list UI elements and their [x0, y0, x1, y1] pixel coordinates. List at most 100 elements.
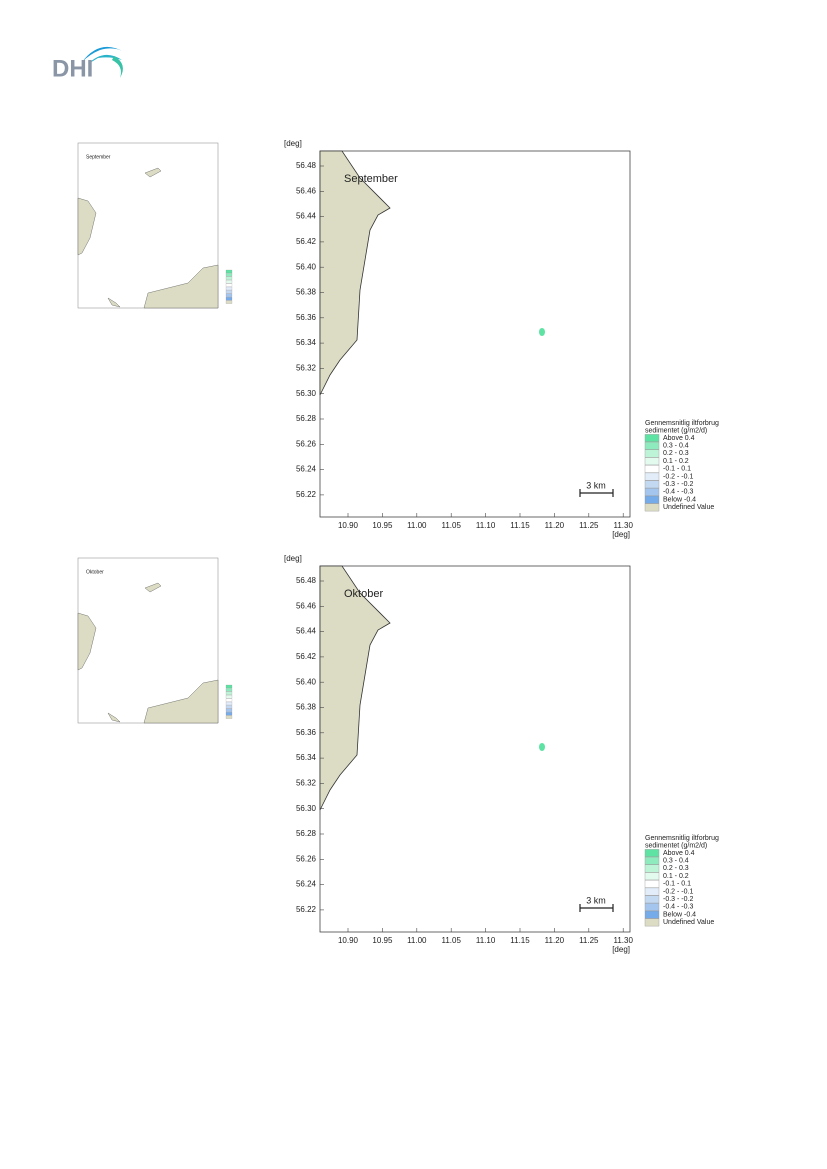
thumb-label: Oktober	[86, 569, 104, 575]
legend-title: sedimentet (g/m2/d)	[645, 427, 707, 434]
y-tick-label: 56.26	[296, 854, 317, 863]
thumb-legend-swatch	[225, 712, 233, 716]
legend-label: -0.4 - -0.3	[663, 489, 693, 496]
legend-swatch	[644, 472, 660, 481]
y-tick-label: 56.34	[296, 753, 317, 762]
y-tick-label: 56.30	[296, 389, 317, 398]
y-tick-label: 56.48	[296, 576, 317, 585]
scale-bar-label: 3 km	[586, 480, 606, 490]
y-tick-label: 56.46	[296, 186, 317, 195]
thumb-legend-swatch	[225, 297, 233, 301]
x-tick-label: 10.90	[338, 936, 359, 945]
y-tick-label: 56.46	[296, 601, 317, 610]
legend-label: Undefined Value	[663, 919, 714, 926]
scale-bar	[579, 489, 614, 497]
x-tick-label: 11.30	[613, 521, 633, 530]
y-tick-label: 56.44	[296, 627, 317, 636]
thumb-legend-swatch	[225, 701, 233, 706]
x-tick-label: 11.05	[441, 936, 461, 945]
legend-swatch	[644, 434, 660, 442]
legend-label: Below -0.4	[663, 911, 696, 918]
thumb-legend-swatch	[225, 300, 233, 304]
thumb-coast	[77, 197, 97, 256]
thumb-legend-swatch	[225, 708, 233, 712]
y-tick-label: 56.34	[296, 338, 317, 347]
coastline	[319, 565, 391, 811]
legend-label: Above 0.4	[663, 850, 695, 857]
thumb-island	[107, 712, 121, 723]
y-unit: [deg]	[284, 554, 302, 563]
y-tick-label: 56.48	[296, 161, 317, 170]
legend-title: sedimentet (g/m2/d)	[645, 842, 707, 849]
legend-swatch	[644, 849, 660, 858]
x-tick-label: 11.30	[613, 936, 633, 945]
x-tick-label: 11.00	[407, 521, 427, 530]
legend-swatch	[644, 918, 660, 927]
x-tick-label: 11.10	[476, 936, 496, 945]
logo-text: DHI	[52, 55, 93, 82]
thumb-legend-swatch	[225, 705, 233, 709]
logo: DHI	[52, 46, 124, 82]
y-unit: [deg]	[284, 139, 302, 148]
thumb-coast	[77, 612, 97, 671]
map-label: September	[344, 173, 398, 185]
y-tick-label: 56.28	[296, 414, 317, 423]
thumb-legend-swatch	[225, 695, 233, 699]
y-tick-label: 56.32	[296, 364, 317, 373]
x-tick-label: 11.25	[579, 521, 599, 530]
thumb-island	[107, 297, 121, 308]
legend-title: Gennemsnitlig iltforbrug	[645, 420, 719, 427]
x-tick-label: 10.95	[372, 936, 393, 945]
y-tick-label: 56.38	[296, 288, 317, 297]
legend-swatch	[644, 457, 660, 466]
y-tick-label: 56.36	[296, 728, 317, 737]
thumb-label: September	[86, 154, 111, 160]
legend-label: Undefined Value	[663, 504, 714, 511]
x-tick-label: 11.00	[407, 936, 427, 945]
scale-bar	[579, 904, 614, 912]
legend-swatch	[644, 503, 660, 512]
x-tick-label: 11.05	[441, 521, 461, 530]
legend-label: -0.3 - -0.2	[663, 481, 693, 488]
legend-swatch	[644, 495, 660, 504]
legend-label: 0.2 - 0.3	[663, 450, 689, 457]
y-tick-label: 56.22	[296, 905, 317, 914]
legend-label: 0.2 - 0.3	[663, 865, 689, 872]
x-tick-label: 11.25	[579, 936, 599, 945]
legend-label: 0.1 - 0.2	[663, 458, 689, 465]
thumb-legend-swatch	[225, 286, 233, 291]
y-tick-label: 56.22	[296, 490, 317, 499]
x-tick-label: 10.90	[338, 521, 359, 530]
y-tick-label: 56.42	[296, 237, 317, 246]
y-tick-label: 56.30	[296, 804, 317, 813]
x-tick-label: 11.10	[476, 521, 496, 530]
legend-swatch	[644, 864, 660, 873]
x-tick-label: 10.95	[372, 521, 393, 530]
thumb-legend-swatch	[225, 269, 233, 274]
legend-swatch	[644, 903, 660, 911]
map-panel: September September [deg] 56.48 56.46 56.44 56…	[77, 139, 719, 539]
map-panel: Oktober Oktober [deg] 56.48 56.46 56.44 56.42 5…	[77, 554, 719, 954]
legend-label: -0.2 - -0.1	[663, 473, 693, 480]
thumb-island	[144, 167, 162, 178]
sediment-spot	[539, 743, 545, 751]
legend-label: -0.1 - 0.1	[663, 881, 691, 888]
legend-label: 0.3 - 0.4	[663, 858, 689, 865]
legend-swatch	[644, 480, 660, 489]
x-tick-label: 11.15	[510, 936, 530, 945]
thumb-legend-swatch	[225, 276, 233, 280]
legend-swatch	[644, 449, 660, 458]
legend-title: Gennemsnitlig iltforbrug	[645, 835, 719, 842]
legend-label: -0.1 - 0.1	[663, 466, 691, 473]
y-tick-label: 56.32	[296, 779, 317, 788]
y-tick-label: 56.36	[296, 313, 317, 322]
sediment-spot	[539, 328, 545, 336]
legend-swatch	[644, 910, 660, 919]
y-tick-label: 56.40	[296, 677, 317, 686]
thumb-coast	[143, 264, 219, 309]
legend-swatch	[644, 880, 660, 888]
thumb-legend-swatch	[225, 688, 233, 692]
legend-swatch	[644, 465, 660, 473]
legend-label: -0.4 - -0.3	[663, 904, 693, 911]
